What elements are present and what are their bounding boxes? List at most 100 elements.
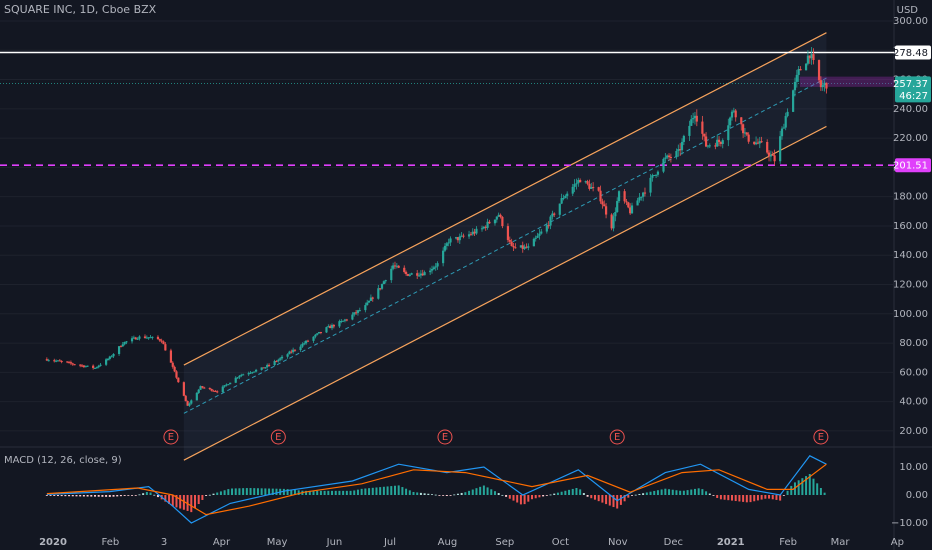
macd-bar <box>308 490 311 495</box>
candle-body <box>327 326 330 328</box>
macd-bar <box>753 495 756 502</box>
earnings-marker <box>609 429 625 445</box>
macd-bar <box>453 494 456 496</box>
macd-bar <box>605 495 608 505</box>
macd-bar <box>582 493 585 495</box>
candle-body <box>138 336 141 339</box>
macd-bar <box>508 495 511 499</box>
candle-body <box>623 191 626 202</box>
macd-bar <box>101 495 104 497</box>
macd-bar <box>719 495 722 500</box>
price-tick-label: 220.00 <box>893 133 928 144</box>
macd-bar <box>693 488 696 495</box>
macd-bar <box>564 490 567 495</box>
price-tick-label: 300.00 <box>893 16 928 27</box>
candle-body <box>408 274 411 276</box>
macd-bar <box>456 493 459 495</box>
macd-bar <box>760 495 763 500</box>
macd-bar <box>186 495 189 511</box>
candle-body <box>292 349 295 353</box>
candle-body <box>392 265 395 269</box>
candle-body <box>638 197 641 201</box>
earnings-marker-label: E <box>275 432 281 443</box>
candle-body <box>67 362 71 364</box>
macd-tick-label: −10.00 <box>891 518 928 529</box>
countdown-label-bg <box>895 88 931 103</box>
candle-body <box>143 336 147 339</box>
candle-body <box>719 142 722 144</box>
macd-bar <box>238 488 241 495</box>
time-axis-label: Sep <box>495 537 514 548</box>
macd-bar <box>227 489 230 495</box>
candle-body <box>573 184 576 187</box>
last-price-label: 257.37 <box>893 79 928 90</box>
candle-body <box>119 346 123 348</box>
macd-bar <box>268 488 271 495</box>
candle-body <box>693 115 697 119</box>
candle-body <box>558 203 561 215</box>
candle-body <box>825 82 828 89</box>
macd-bar <box>423 493 426 495</box>
candle-body <box>512 245 515 248</box>
candle-body <box>342 320 345 322</box>
candle-body <box>293 349 297 351</box>
candle-body <box>162 341 165 345</box>
candle-body <box>540 231 543 234</box>
candles <box>45 47 828 407</box>
candle-body <box>369 297 373 301</box>
candle-body <box>130 338 134 342</box>
candle-body <box>545 225 548 232</box>
candle-body <box>71 363 74 365</box>
candle-body <box>469 234 473 236</box>
candle-body <box>286 354 289 357</box>
candle-body <box>692 118 695 120</box>
macd-bar <box>368 488 371 495</box>
candle-body <box>571 186 574 194</box>
macd-bar <box>512 495 515 501</box>
macd-bar <box>686 490 689 495</box>
countdown-label: 46:27 <box>899 91 928 102</box>
candle-body <box>577 180 580 184</box>
candle-body <box>680 141 684 151</box>
macd-bar <box>575 488 578 495</box>
candle-body <box>227 384 230 386</box>
macd-bar <box>123 495 126 496</box>
macd-bar <box>756 495 759 501</box>
candle-body <box>442 250 445 264</box>
candle-body <box>175 371 178 378</box>
candle-body <box>229 382 232 385</box>
macd-bar <box>331 490 334 495</box>
candle-body <box>677 149 680 151</box>
macd-bar <box>390 486 393 495</box>
candle-body <box>514 247 517 249</box>
macd-bar <box>197 495 200 505</box>
candle-body <box>806 55 810 64</box>
macd-histogram <box>45 474 826 513</box>
candle-body <box>666 155 669 158</box>
candle-body <box>317 331 321 334</box>
candle-body <box>234 377 237 383</box>
macd-bar <box>464 492 467 495</box>
candle-body <box>264 367 267 369</box>
macd-bar <box>501 494 504 496</box>
candle-body <box>84 366 87 368</box>
candle-body <box>497 214 500 217</box>
candle-body <box>616 201 619 213</box>
candle-body <box>351 314 354 320</box>
time-axis-label: Dec <box>664 537 683 548</box>
candle-body <box>551 213 554 217</box>
candle-body <box>471 231 474 235</box>
candle-body <box>732 110 735 112</box>
macd-bar <box>819 488 822 495</box>
macd-bar <box>801 478 804 495</box>
macd-title: MACD (12, 26, close, 9) <box>4 455 122 466</box>
candle-body <box>714 145 717 147</box>
macd-bar <box>386 486 389 495</box>
candle-body <box>769 154 772 157</box>
macd-bar <box>668 489 671 495</box>
macd-bar <box>616 495 619 509</box>
macd-bar <box>405 488 408 495</box>
macd-bar <box>708 493 711 495</box>
candle-body <box>69 362 73 364</box>
